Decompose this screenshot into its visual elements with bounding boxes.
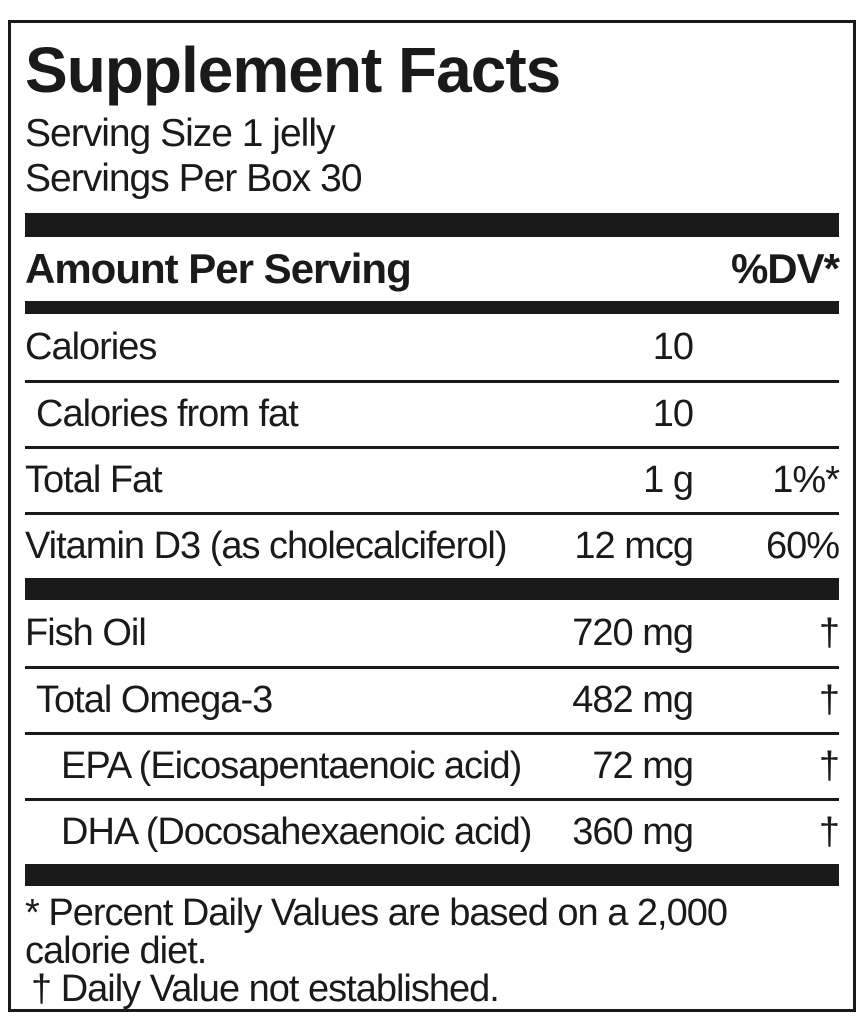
nutrient-name: Total Fat xyxy=(25,459,163,501)
nutrient-dv: † xyxy=(818,611,840,654)
nutrient-amount: 10 xyxy=(652,393,694,435)
nutrient-rows-group-2: Fish Oil 720 mg † Total Omega-3 482 mg †… xyxy=(25,600,840,864)
nutrient-dv: † xyxy=(818,679,840,721)
row-total-omega-3: Total Omega-3 482 mg † xyxy=(25,666,840,732)
footnote-dv-line-2: calorie diet. xyxy=(25,930,207,972)
nutrient-dv: 60% xyxy=(765,525,840,567)
row-calories: Calories 10 xyxy=(25,314,839,380)
nutrient-dv: 1%* xyxy=(772,459,840,501)
nutrient-name: Fish Oil xyxy=(25,611,147,654)
nutrient-dv: † xyxy=(818,811,840,853)
nutrient-amount: 482 mg xyxy=(572,679,694,721)
nutrient-amount: 720 mg xyxy=(572,611,694,654)
servings-per-box-text: Servings Per Box 30 xyxy=(25,157,363,200)
nutrient-amount: 360 mg xyxy=(572,811,694,853)
row-vitamin-d3: Vitamin D3 (as cholecalciferol) 12 mcg 6… xyxy=(25,512,840,578)
nutrient-amount: 10 xyxy=(652,325,694,368)
nutrient-rows-group-1: Calories 10 Calories from fat 10 Total F… xyxy=(25,314,840,578)
row-epa: EPA (Eicosapentaenoic acid) 72 mg † xyxy=(25,732,840,798)
table-header-row: Amount Per Serving %DV* xyxy=(25,237,840,301)
divider-bar-top xyxy=(25,213,839,237)
divider-bar-middle xyxy=(25,578,839,600)
serving-size-text: Serving Size 1 jelly xyxy=(25,112,335,155)
serving-info: Serving Size 1 jelly Servings Per Box 30 xyxy=(25,111,839,201)
amount-per-serving-header: Amount Per Serving xyxy=(25,245,412,292)
panel-title: Supplement Facts xyxy=(25,34,561,106)
nutrient-name: DHA (Docosahexaenoic acid) xyxy=(61,811,532,853)
footnote-dagger: † Daily Value not established. xyxy=(31,968,500,1010)
nutrient-name: EPA (Eicosapentaenoic acid) xyxy=(61,745,522,787)
nutrient-name: Vitamin D3 (as cholecalciferol) xyxy=(25,525,508,567)
row-fish-oil: Fish Oil 720 mg † xyxy=(25,600,840,666)
percent-dv-header: %DV* xyxy=(730,245,840,292)
footnotes: * Percent Daily Values are based on a 2,… xyxy=(25,894,839,1008)
nutrient-amount: 1 g xyxy=(643,459,694,501)
nutrient-amount: 12 mcg xyxy=(574,525,694,567)
footnote-dv-line-1: * Percent Daily Values are based on a 2,… xyxy=(25,892,728,934)
row-dha: DHA (Docosahexaenoic acid) 360 mg † xyxy=(25,798,840,864)
nutrient-name: Total Omega-3 xyxy=(36,679,273,721)
nutrient-name: Calories xyxy=(25,325,157,368)
divider-bar-bottom xyxy=(25,864,839,886)
row-calories-from-fat: Calories from fat 10 xyxy=(25,380,839,446)
nutrient-name: Calories from fat xyxy=(36,393,299,435)
row-total-fat: Total Fat 1 g 1%* xyxy=(25,446,840,512)
nutrient-amount: 72 mg xyxy=(592,745,694,787)
nutrient-dv: † xyxy=(818,745,840,787)
divider-bar-header xyxy=(25,301,839,314)
supplement-facts-panel: Supplement Facts Serving Size 1 jelly Se… xyxy=(8,20,856,1012)
